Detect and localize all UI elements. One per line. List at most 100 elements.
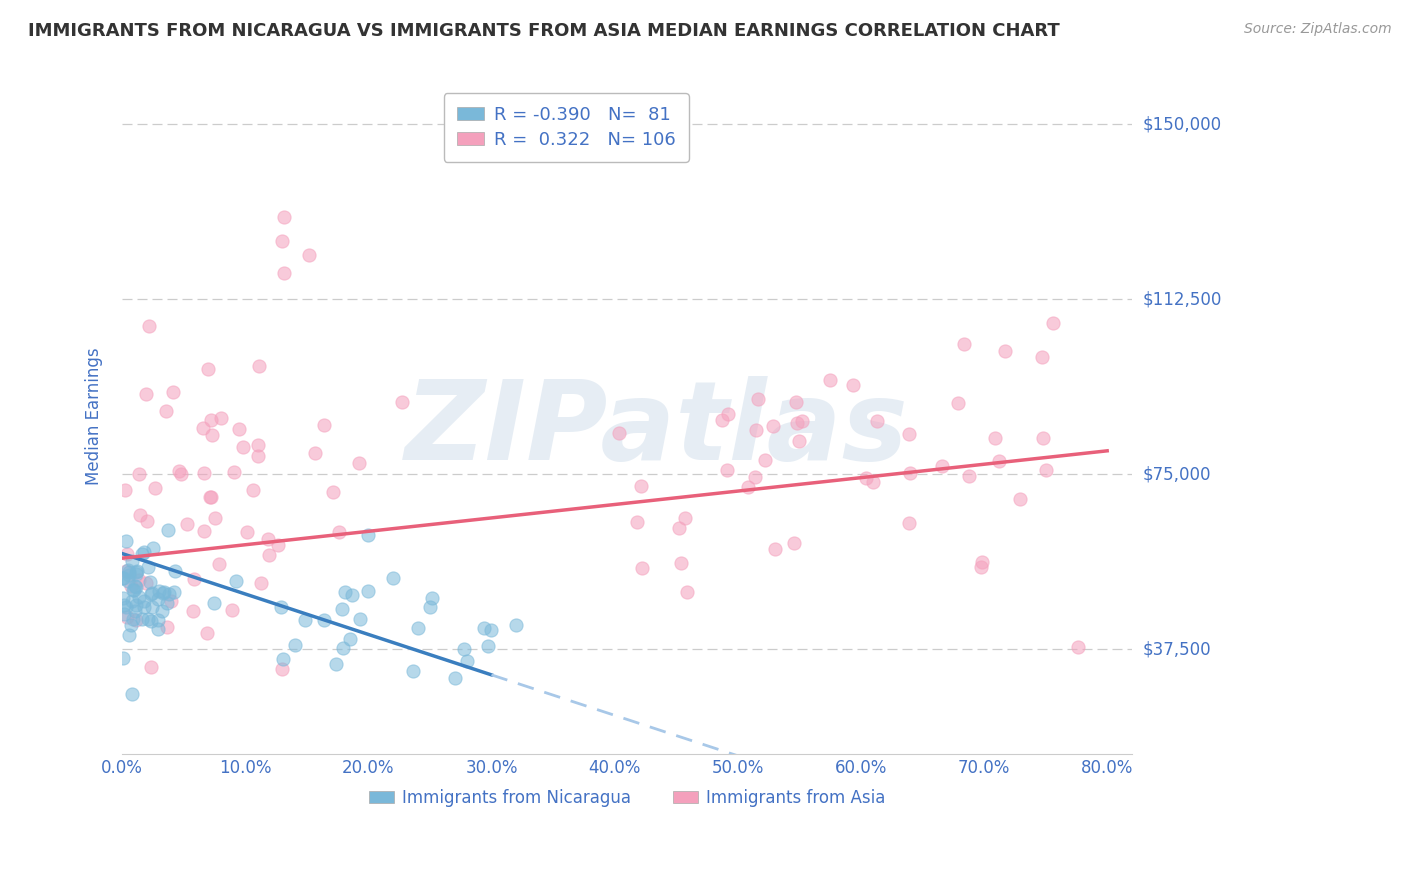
Point: [786, 416, 808, 430]
Point: [115, 610, 138, 624]
Point: [298, 248, 321, 262]
Point: [183, 604, 205, 618]
Point: [136, 560, 159, 574]
Point: [862, 475, 884, 490]
Point: [270, 662, 292, 676]
Point: [128, 590, 150, 604]
Point: [754, 453, 776, 467]
Point: [146, 613, 169, 627]
Point: [143, 482, 166, 496]
Point: [128, 467, 150, 481]
Point: [150, 604, 173, 618]
Point: [249, 575, 271, 590]
Point: [481, 623, 503, 637]
Point: [228, 422, 250, 436]
Point: [626, 516, 648, 530]
Point: [314, 613, 336, 627]
Point: [114, 483, 136, 497]
Point: [135, 387, 157, 401]
Point: [128, 508, 150, 522]
Point: [969, 560, 991, 574]
Point: [200, 490, 222, 504]
Point: [717, 407, 740, 421]
Point: [191, 421, 214, 435]
Point: [970, 555, 993, 569]
Point: [842, 378, 865, 392]
Point: [121, 554, 143, 568]
Point: [273, 267, 295, 281]
Point: [170, 467, 193, 481]
Point: [325, 657, 347, 671]
Point: [474, 621, 496, 635]
Point: [146, 592, 169, 607]
Point: [304, 446, 326, 460]
Point: [155, 404, 177, 418]
Point: [898, 466, 921, 480]
Point: [139, 660, 162, 674]
Point: [737, 481, 759, 495]
Point: [193, 466, 215, 480]
Point: [381, 571, 404, 585]
Point: [142, 541, 165, 555]
Point: [111, 591, 134, 605]
Text: $112,500: $112,500: [1143, 290, 1222, 308]
Point: [456, 654, 478, 668]
Point: [783, 535, 806, 549]
Point: [128, 573, 150, 587]
Point: [349, 456, 371, 470]
Point: [673, 511, 696, 525]
Point: [232, 440, 254, 454]
Point: [340, 588, 363, 602]
Point: [1035, 463, 1057, 477]
Point: [208, 557, 231, 571]
Point: [984, 431, 1007, 445]
Point: [115, 564, 138, 578]
Point: [257, 549, 280, 563]
Point: [994, 344, 1017, 359]
Point: [131, 612, 153, 626]
Point: [112, 607, 135, 622]
Point: [224, 466, 246, 480]
Point: [332, 641, 354, 656]
Point: [136, 612, 159, 626]
Point: [314, 418, 336, 433]
Point: [855, 471, 877, 485]
Point: [111, 571, 134, 585]
Point: [609, 426, 631, 441]
Point: [957, 468, 980, 483]
Point: [201, 428, 224, 442]
Point: [114, 599, 136, 614]
Y-axis label: Median Earnings: Median Earnings: [86, 347, 103, 484]
Point: [125, 598, 148, 612]
Point: [1010, 491, 1032, 506]
Legend: Immigrants from Nicaragua, Immigrants from Asia: Immigrants from Nicaragua, Immigrants fr…: [361, 782, 891, 814]
Point: [946, 395, 969, 409]
Point: [121, 594, 143, 608]
Point: [349, 612, 371, 626]
Point: [865, 414, 887, 428]
Point: [668, 521, 690, 535]
Point: [204, 511, 226, 525]
Text: ZIPatlas: ZIPatlas: [405, 376, 910, 483]
Point: [1042, 316, 1064, 330]
Point: [744, 423, 766, 437]
Point: [120, 579, 142, 593]
Point: [118, 568, 141, 582]
Point: [122, 582, 145, 597]
Point: [117, 574, 139, 588]
Point: [339, 632, 361, 646]
Point: [406, 621, 429, 635]
Point: [328, 525, 350, 540]
Point: [477, 639, 499, 653]
Point: [152, 586, 174, 600]
Point: [156, 523, 179, 537]
Point: [898, 516, 921, 530]
Point: [162, 384, 184, 399]
Point: [242, 483, 264, 498]
Point: [256, 532, 278, 546]
Point: [114, 534, 136, 549]
Point: [156, 596, 179, 610]
Point: [120, 617, 142, 632]
Point: [125, 565, 148, 579]
Point: [125, 580, 148, 594]
